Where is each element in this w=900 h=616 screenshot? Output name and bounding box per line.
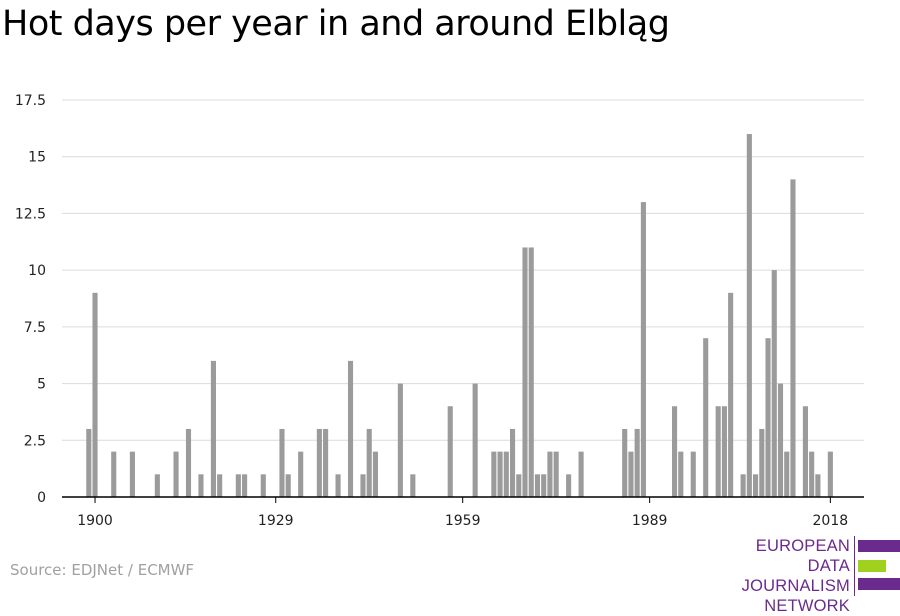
bar — [765, 338, 771, 497]
logo-text: EUROPEAN DATA JOURNALISM NETWORK — [700, 536, 850, 616]
bar — [323, 428, 329, 497]
bar — [553, 451, 559, 497]
x-axis: 1900 1929 1959 1989 2018 — [62, 496, 864, 529]
bar — [366, 428, 372, 497]
chart-title: Hot days per year in and around Elbląg — [2, 4, 670, 44]
bar — [242, 474, 248, 497]
bar — [285, 474, 291, 497]
bar — [173, 451, 179, 497]
bar — [410, 474, 416, 497]
y-tick-label: 12.5 — [15, 206, 46, 222]
bar — [690, 451, 696, 497]
y-tick-label: 0 — [37, 490, 46, 506]
bar — [827, 451, 833, 497]
bar — [809, 451, 815, 497]
bar — [217, 474, 223, 497]
bar — [753, 474, 759, 497]
logo-line-1: EUROPEAN — [755, 537, 850, 555]
bar — [86, 428, 92, 497]
logo-line-2: DATA JOURNALISM — [741, 557, 850, 595]
bar — [622, 428, 628, 497]
bar — [509, 428, 516, 497]
bar — [198, 474, 204, 497]
bar — [447, 406, 453, 497]
bar — [298, 451, 304, 497]
logo-bar-top — [858, 540, 900, 552]
logo-line-3: NETWORK — [764, 597, 850, 615]
y-tick-label: 5 — [37, 377, 46, 393]
bar — [111, 451, 117, 497]
bar — [815, 474, 821, 497]
edjnet-logo: EUROPEAN DATA JOURNALISM NETWORK — [700, 536, 900, 615]
x-tick-label: 1959 — [445, 513, 481, 529]
bar — [360, 474, 366, 497]
bar — [92, 292, 98, 497]
y-tick-label: 2.5 — [24, 433, 46, 449]
x-tick-label: 1929 — [258, 513, 294, 529]
bar — [372, 451, 379, 497]
bar — [634, 428, 640, 497]
bar — [640, 202, 646, 498]
bar — [728, 292, 734, 497]
bar — [397, 383, 403, 497]
hot-days-bar-chart: 0 2.5 5 7.5 10 12.5 15 17.5 1900 1929 1959 1989 201… — [15, 93, 864, 529]
bar — [185, 428, 192, 497]
bar — [279, 428, 285, 497]
bar — [715, 406, 721, 497]
bar — [777, 383, 784, 497]
logo-divider — [854, 536, 855, 596]
x-tick-label: 2018 — [813, 513, 849, 529]
y-tick-label: 10 — [28, 263, 46, 279]
bar — [235, 474, 241, 497]
y-tick-label: 15 — [28, 150, 46, 166]
y-tick-label: 7.5 — [24, 320, 46, 336]
bar — [672, 406, 678, 497]
bar — [210, 360, 216, 497]
bar — [784, 451, 790, 497]
x-tick-label: 1900 — [77, 513, 113, 529]
bar — [472, 383, 478, 497]
bar — [335, 474, 341, 497]
bar — [566, 474, 572, 497]
bar — [771, 270, 777, 497]
y-tick-label: 17.5 — [15, 93, 46, 109]
bar — [516, 474, 522, 497]
bar — [721, 406, 727, 497]
y-axis: 0 2.5 5 7.5 10 12.5 15 17.5 — [15, 93, 46, 506]
bar — [522, 247, 528, 497]
bar — [547, 451, 553, 497]
bar — [154, 474, 160, 497]
bar — [491, 451, 497, 497]
x-tick-label: 1989 — [632, 513, 668, 529]
bar — [703, 338, 709, 497]
bar — [347, 360, 354, 497]
bar — [260, 474, 266, 497]
bar — [534, 474, 541, 497]
bar — [316, 428, 322, 497]
bar — [790, 179, 796, 497]
bar — [759, 428, 765, 497]
bar — [678, 451, 684, 497]
bar — [541, 474, 547, 497]
bar — [746, 134, 752, 497]
bar — [628, 451, 634, 497]
bar — [802, 406, 808, 497]
bar — [578, 451, 584, 497]
grid-lines — [62, 99, 864, 441]
bars — [86, 134, 833, 498]
bar — [129, 451, 135, 497]
bar — [503, 451, 509, 497]
bar — [528, 247, 534, 497]
logo-bar-middle — [858, 560, 886, 572]
logo-bar-bottom — [858, 578, 900, 590]
bar — [497, 451, 503, 497]
bar — [740, 474, 746, 497]
source-note: Source: EDJNet / ECMWF — [10, 561, 195, 579]
